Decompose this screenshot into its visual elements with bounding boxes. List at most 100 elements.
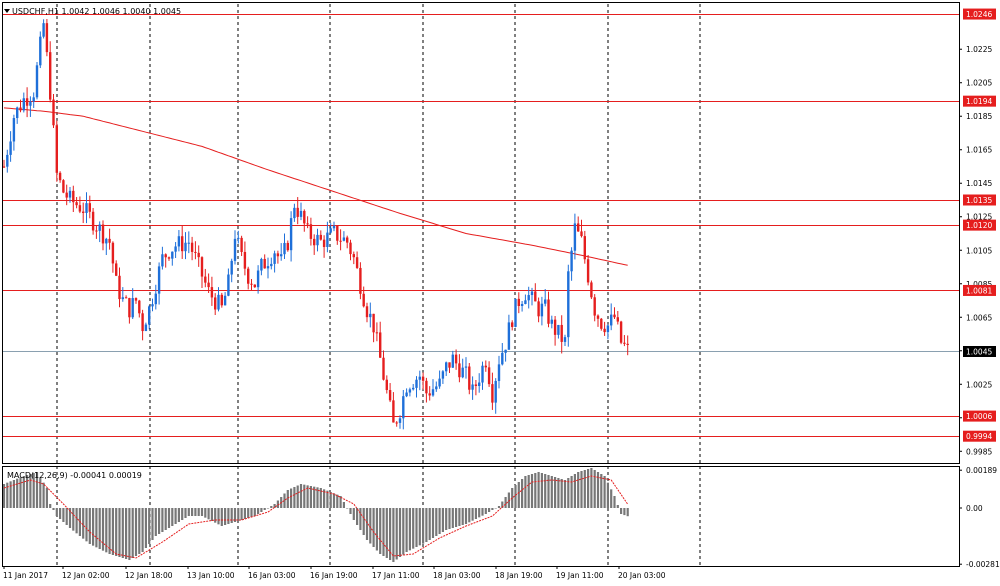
macd-bar [177,508,180,522]
candle-body [161,254,164,267]
price-tick-label: 1.0205 [966,79,992,88]
candle-body [491,384,494,403]
candle-body [289,218,293,251]
time-tick-label: 16 Jan 19:00 [310,571,358,580]
macd-bar [501,501,504,508]
macd-bar [227,508,230,524]
macd-bar [210,508,213,521]
candle-body [45,23,49,53]
candle-body [184,242,187,252]
candle-body [501,352,504,365]
candle-body [316,234,319,246]
candle-body [619,321,623,343]
candle-body [204,276,207,283]
macd-bar [583,470,586,508]
candle-body [237,237,240,239]
candles [2,19,629,430]
macd-bar [359,508,362,530]
level-label: 1.0246 [966,10,992,19]
macd-bar [240,508,243,520]
macd-bar [220,508,223,526]
macd-bar [62,508,65,522]
candle-body [313,238,316,246]
macd-bar [72,508,75,531]
macd-bar [118,508,121,557]
candle-body [349,242,352,255]
candle-body [171,251,174,259]
macd-bar [101,508,105,551]
candle-body [326,232,329,247]
candle-body [91,211,95,231]
candle-body [458,363,461,378]
candle-body [29,101,32,106]
candle-body [567,271,570,338]
candle-body [276,253,280,257]
candle-body [230,260,233,275]
candle-body [484,365,487,368]
vertical-grid [56,4,701,566]
candle-body [52,99,55,126]
candle-body [534,291,537,302]
candle-body [217,294,220,310]
macd-bar [128,508,131,560]
candle-body [339,240,342,242]
macd-bar [570,476,573,508]
candle-body [593,297,596,316]
macd-bar [362,508,365,535]
candle-body [22,98,25,111]
candle-body [563,337,567,342]
macd-bar [385,508,388,558]
candle-body [405,392,408,397]
candle-body [266,266,270,269]
candle-body [101,224,105,244]
macd-bar [530,474,534,508]
candle-body [303,210,306,224]
macd-bar [187,508,190,516]
price-tick-label: 1.0165 [966,146,992,155]
macd-bar [455,508,458,527]
macd-bar [247,508,250,518]
macd-bar [494,508,497,509]
candle-body [194,251,197,253]
macd-panel-frame [2,466,960,567]
macd-bar [590,468,593,508]
level-badge [963,8,996,20]
candle-body [98,224,101,231]
macd-bar [527,475,530,508]
macd-bar [557,478,560,508]
candle-body [577,223,580,232]
macd-bar [408,508,411,551]
candle-body [616,317,619,322]
candle-body [428,393,431,396]
macd-bar [428,508,431,540]
candle-body [583,236,586,260]
candle-body [187,242,190,244]
macd-bar [392,508,395,562]
chart-title: USDCHF,H1 1.0042 1.0046 1.0040 1.0045 [12,7,181,16]
candle-body [359,267,362,294]
macd-bar [620,508,623,514]
macd-bar [161,508,164,532]
macd-bar [389,508,392,560]
candle-body [256,270,260,288]
candle-body [296,207,299,217]
candle-body [49,52,52,100]
candle-body [412,387,415,390]
candle-body [190,242,194,252]
candle-body [75,202,78,206]
macd-title: MACD(12,26,9) -0.00041 0.00019 [7,471,142,480]
macd-bar [293,487,296,508]
candle-body [573,223,577,251]
macd-bar [451,508,454,528]
candle-body [283,242,286,255]
macd-bar [356,508,359,525]
candle-body [32,97,35,102]
macd-bar [372,508,375,547]
macd-bar [55,508,58,516]
macd-bar [369,508,372,544]
collapse-triangle-icon[interactable] [4,9,10,13]
macd-bar [445,508,448,530]
macd-signal-line [3,475,629,559]
macd-bar [319,488,322,508]
candle-body [504,349,507,353]
